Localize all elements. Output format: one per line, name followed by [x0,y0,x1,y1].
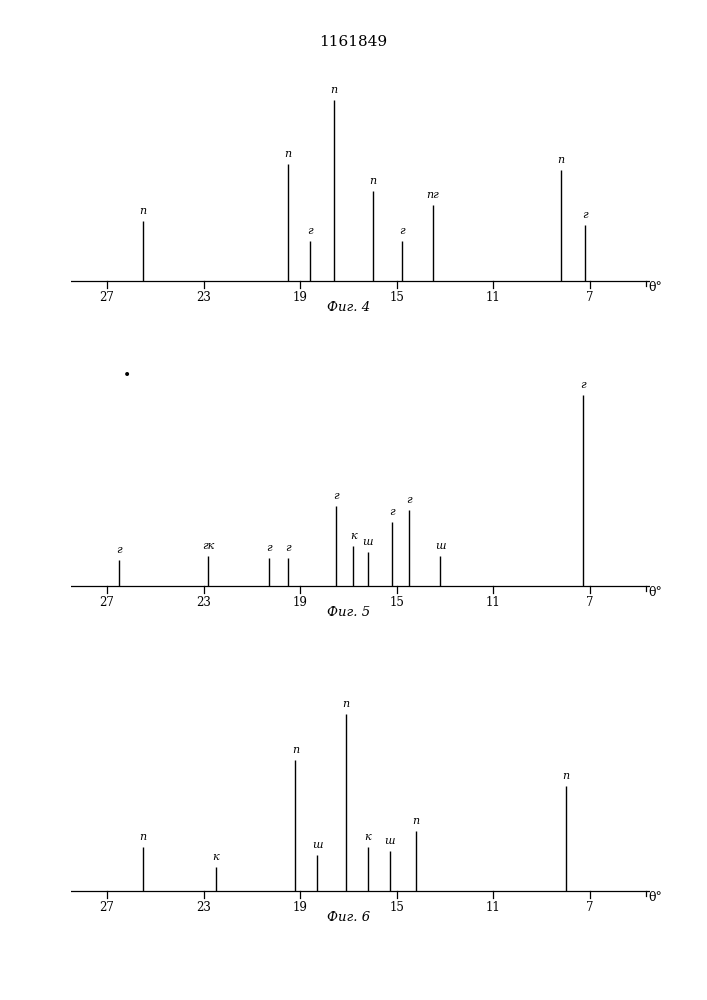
Text: Фиг. 6: Фиг. 6 [327,911,370,924]
Text: 19: 19 [293,291,308,304]
Text: ш: ш [385,836,395,846]
Text: п: п [139,206,147,216]
Text: 11: 11 [486,901,501,914]
Text: п: п [413,816,420,826]
Text: 1161849: 1161849 [320,35,387,49]
Text: п: п [562,771,569,781]
Text: к: к [350,531,356,541]
Text: г: г [580,380,585,390]
Text: п: п [330,85,337,95]
Text: п: п [284,149,292,159]
Text: п: п [292,745,299,755]
Text: г: г [583,210,588,220]
Text: •: • [123,368,132,382]
Text: θ°: θ° [648,281,662,294]
Text: г: г [286,543,291,553]
Text: г: г [406,495,411,505]
Text: п: п [342,699,350,709]
Text: г: г [389,507,395,517]
Text: Фиг. 4: Фиг. 4 [327,301,370,314]
Text: 27: 27 [100,901,115,914]
Text: 7: 7 [586,291,594,304]
Text: п: п [558,155,565,165]
Text: п: п [139,832,147,842]
Text: г: г [266,543,271,553]
Text: 23: 23 [196,596,211,609]
Text: 11: 11 [486,596,501,609]
Text: 23: 23 [196,291,211,304]
Text: 19: 19 [293,596,308,609]
Text: г: г [116,545,122,555]
Text: гк: гк [202,541,214,551]
Text: п: п [369,176,376,186]
Text: ш: ш [312,840,322,850]
Text: г: г [334,491,339,501]
Text: θ°: θ° [648,891,662,904]
Text: пг: пг [426,190,440,200]
Text: 23: 23 [196,901,211,914]
Text: 11: 11 [486,291,501,304]
Text: Фиг. 5: Фиг. 5 [327,606,370,619]
Text: 15: 15 [390,901,404,914]
Text: ш: ш [363,537,373,547]
Text: 19: 19 [293,901,308,914]
Text: 15: 15 [390,291,404,304]
Text: 27: 27 [100,596,115,609]
Text: 7: 7 [586,901,594,914]
Text: 27: 27 [100,291,115,304]
Text: ш: ш [435,541,445,551]
Text: г: г [399,226,404,236]
Text: г: г [307,226,312,236]
Text: к: к [212,852,219,862]
Text: к: к [365,832,371,842]
Text: 7: 7 [586,596,594,609]
Text: θ°: θ° [648,586,662,599]
Text: 15: 15 [390,596,404,609]
